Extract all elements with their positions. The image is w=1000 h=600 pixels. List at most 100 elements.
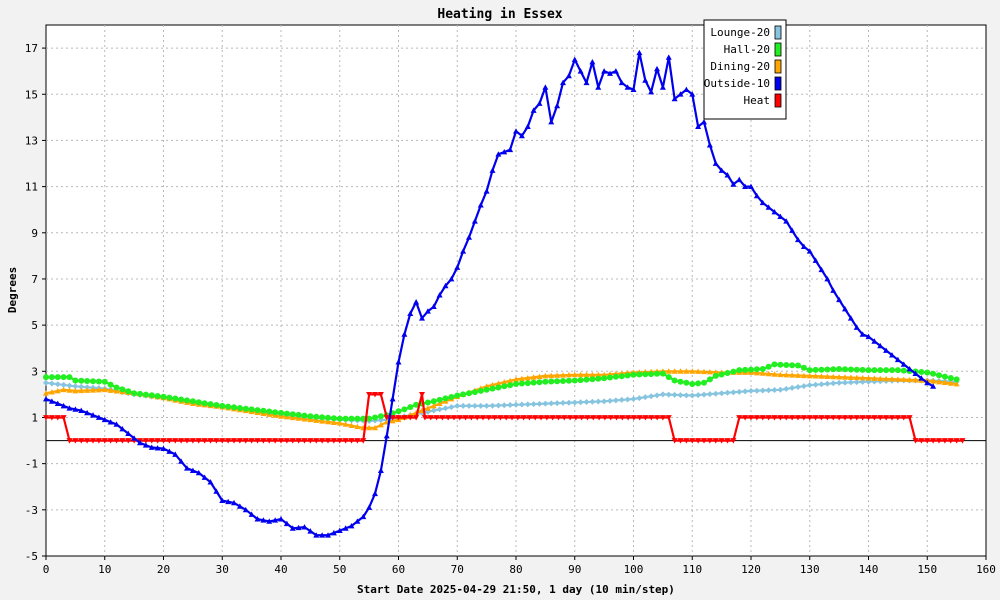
data-point bbox=[771, 361, 778, 368]
data-point bbox=[189, 438, 196, 444]
data-point bbox=[372, 424, 378, 431]
data-point bbox=[561, 415, 568, 421]
data-point bbox=[260, 438, 267, 444]
data-point bbox=[60, 386, 67, 393]
data-point bbox=[501, 148, 508, 155]
data-point bbox=[542, 378, 549, 385]
data-point bbox=[107, 381, 114, 388]
data-point bbox=[419, 315, 425, 321]
data-point bbox=[677, 378, 684, 385]
data-point bbox=[900, 376, 907, 383]
data-point bbox=[307, 528, 314, 534]
data-point bbox=[590, 415, 597, 421]
data-point bbox=[636, 415, 643, 421]
data-point bbox=[677, 368, 684, 374]
data-point bbox=[514, 415, 521, 421]
data-point bbox=[148, 438, 155, 444]
data-point bbox=[513, 401, 519, 408]
data-point bbox=[900, 367, 907, 374]
data-point bbox=[742, 388, 749, 395]
data-point bbox=[454, 264, 461, 270]
data-point bbox=[507, 382, 514, 389]
data-point bbox=[718, 371, 725, 378]
data-point bbox=[555, 415, 562, 421]
data-point bbox=[336, 420, 343, 426]
data-point bbox=[912, 438, 919, 444]
data-point bbox=[113, 438, 120, 444]
data-point bbox=[683, 86, 690, 93]
data-point bbox=[142, 442, 149, 448]
data-point bbox=[671, 95, 678, 102]
data-point bbox=[771, 415, 778, 421]
data-point bbox=[395, 415, 402, 421]
data-point bbox=[189, 467, 196, 473]
data-point bbox=[307, 413, 314, 420]
data-point bbox=[607, 415, 614, 421]
data-point bbox=[307, 416, 314, 423]
data-point bbox=[654, 392, 660, 399]
data-point bbox=[865, 333, 872, 340]
y-tick-label: 5 bbox=[31, 319, 38, 332]
data-point bbox=[119, 438, 126, 444]
data-point bbox=[366, 424, 373, 431]
data-point bbox=[348, 522, 355, 529]
data-point bbox=[595, 371, 602, 378]
data-point bbox=[272, 409, 279, 416]
data-point bbox=[924, 438, 931, 444]
data-point bbox=[301, 416, 308, 422]
data-point bbox=[536, 100, 543, 106]
data-point bbox=[178, 458, 185, 464]
data-point bbox=[113, 388, 120, 394]
data-point bbox=[630, 86, 637, 93]
data-point bbox=[847, 366, 854, 373]
data-point bbox=[260, 517, 267, 523]
data-point bbox=[254, 407, 261, 414]
data-point bbox=[865, 367, 872, 374]
data-point bbox=[526, 415, 533, 421]
data-point bbox=[642, 394, 649, 401]
data-point bbox=[231, 438, 237, 444]
data-point bbox=[724, 438, 731, 444]
data-point bbox=[66, 405, 73, 411]
data-point bbox=[242, 506, 249, 513]
data-point bbox=[507, 402, 514, 409]
y-tick-label: 1 bbox=[31, 411, 38, 424]
data-point bbox=[325, 532, 331, 538]
data-point bbox=[689, 368, 696, 374]
data-point bbox=[789, 372, 796, 378]
data-point bbox=[248, 406, 255, 413]
data-point bbox=[912, 370, 919, 377]
data-point bbox=[495, 380, 502, 386]
data-point bbox=[483, 188, 490, 194]
data-point bbox=[618, 79, 625, 86]
data-point bbox=[818, 381, 825, 388]
data-point bbox=[430, 303, 437, 310]
data-point bbox=[548, 378, 555, 385]
data-point bbox=[571, 399, 578, 406]
data-point bbox=[783, 218, 790, 224]
data-point bbox=[618, 373, 625, 380]
y-tick-label: 17 bbox=[25, 42, 38, 55]
data-point bbox=[336, 415, 343, 422]
data-point bbox=[724, 370, 731, 376]
data-point bbox=[477, 202, 484, 208]
data-point bbox=[348, 415, 355, 422]
data-point bbox=[213, 488, 220, 494]
data-point bbox=[195, 438, 202, 444]
data-point bbox=[295, 411, 302, 418]
grid bbox=[46, 25, 986, 556]
data-point bbox=[812, 415, 819, 421]
data-point bbox=[554, 102, 561, 109]
data-point bbox=[565, 371, 572, 378]
data-point bbox=[407, 310, 414, 316]
data-point bbox=[889, 376, 895, 382]
data-point bbox=[84, 387, 91, 393]
data-point bbox=[507, 377, 514, 384]
data-point bbox=[195, 469, 202, 476]
data-point bbox=[436, 396, 443, 403]
data-point bbox=[462, 415, 469, 421]
data-point bbox=[439, 415, 446, 421]
data-point bbox=[501, 402, 508, 409]
data-point bbox=[201, 474, 208, 480]
data-point bbox=[383, 415, 390, 421]
